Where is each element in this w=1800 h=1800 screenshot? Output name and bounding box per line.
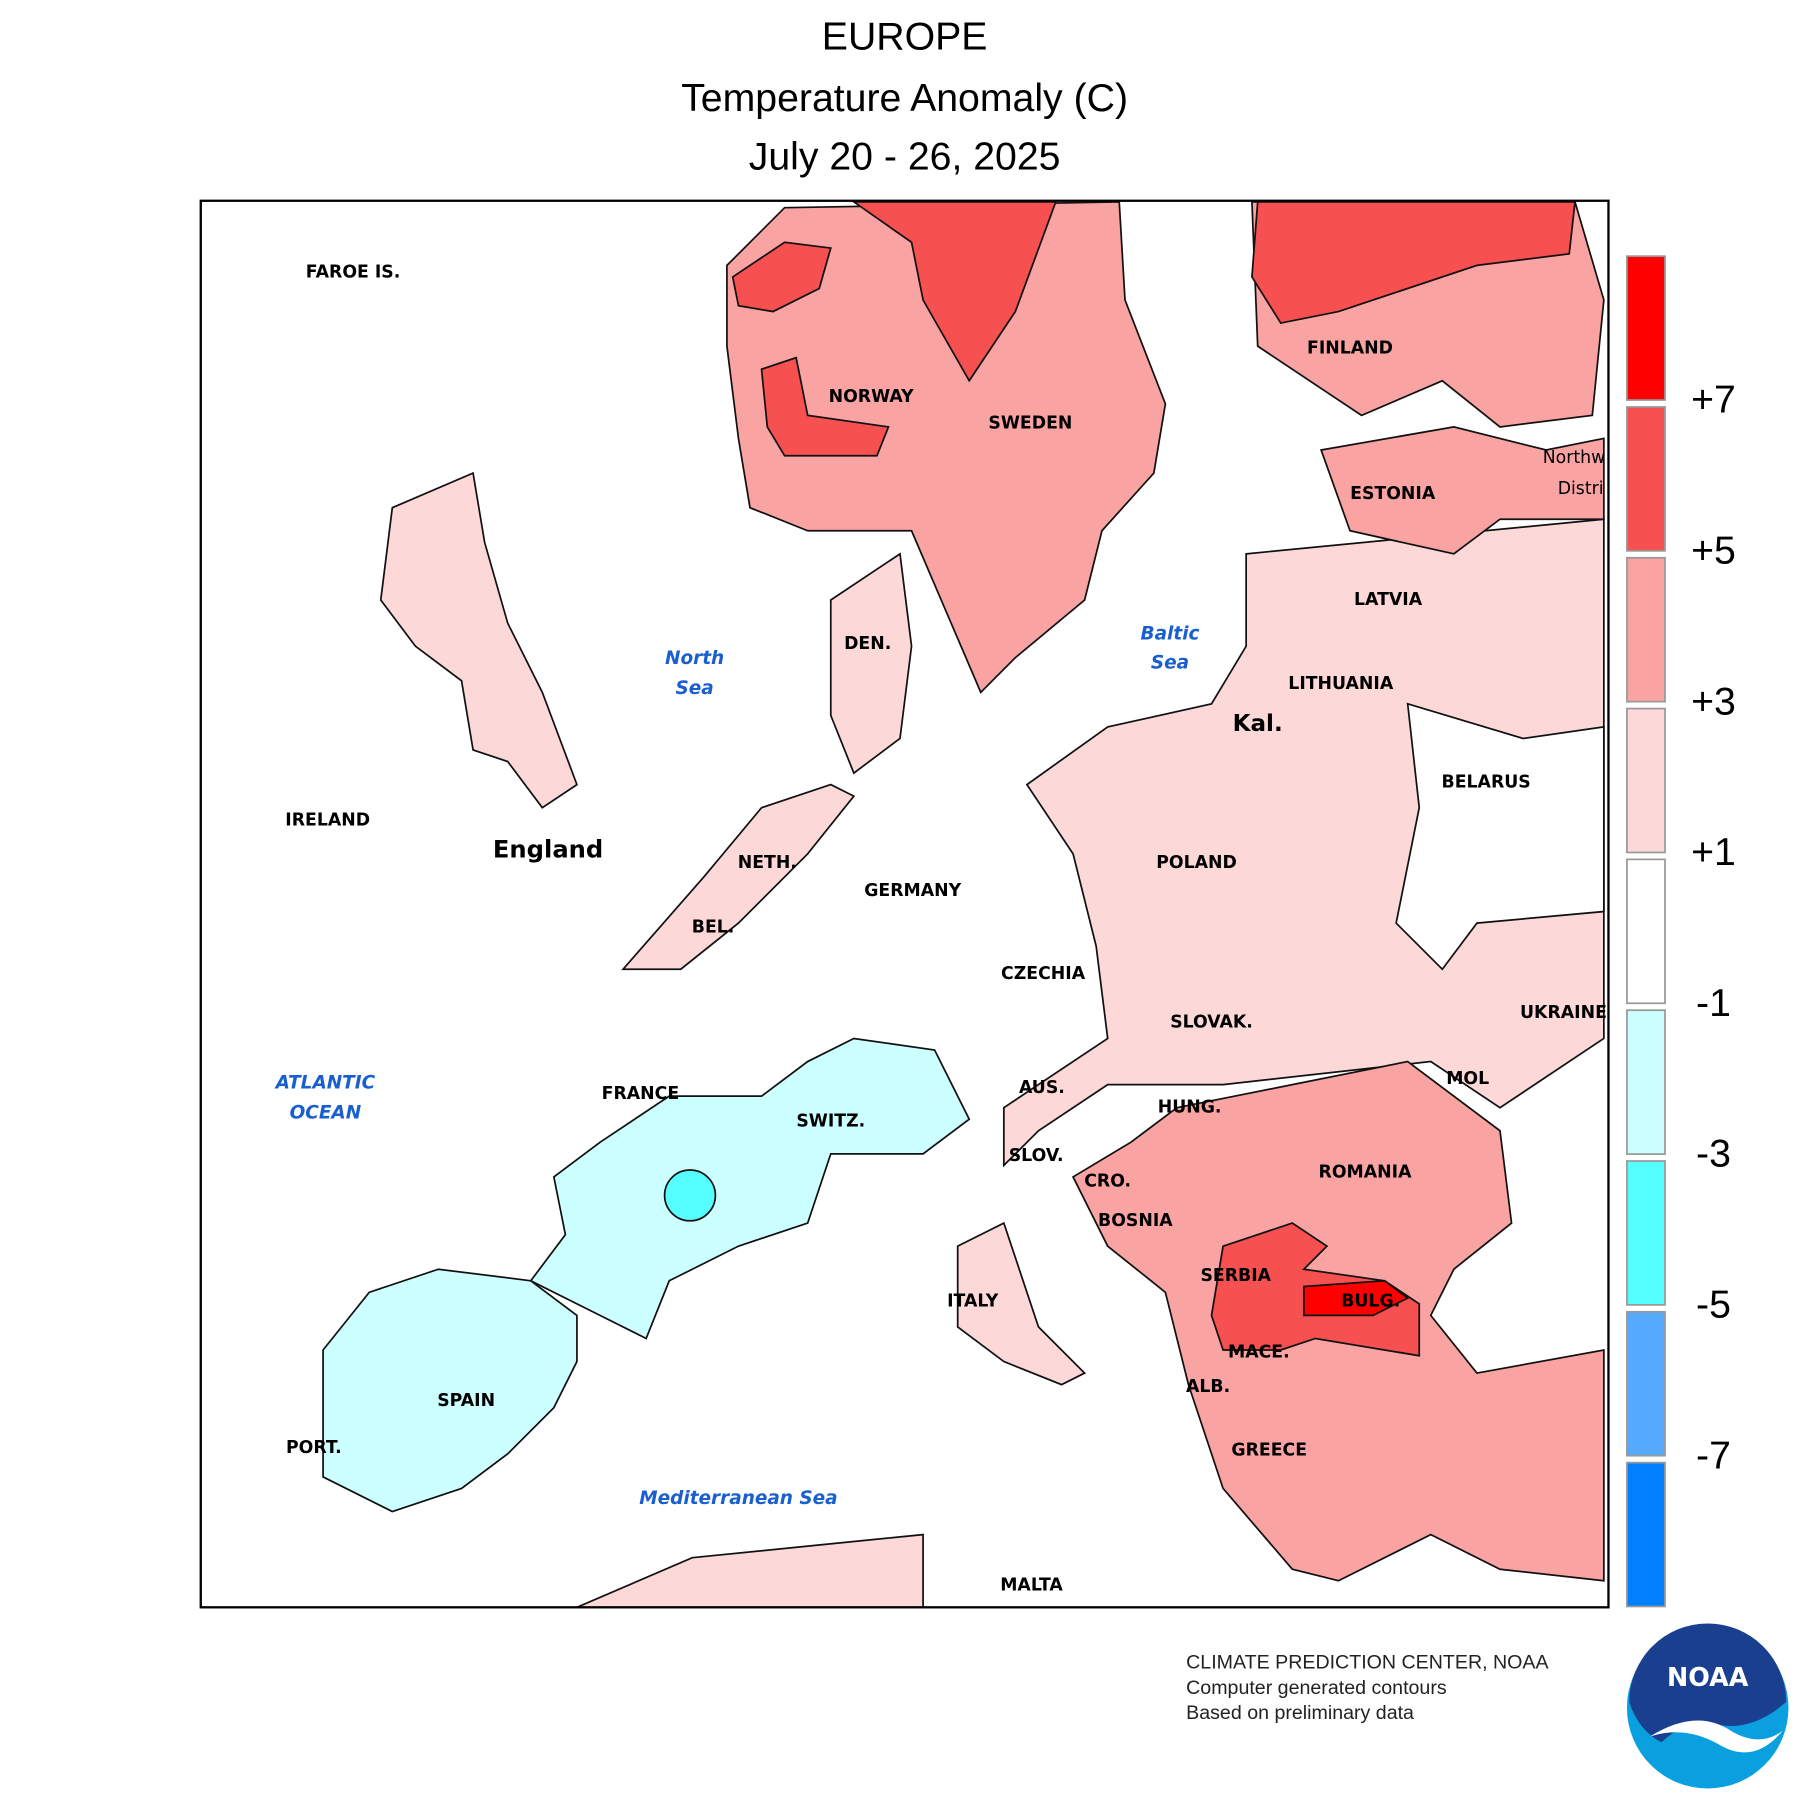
- country-label: UKRAINE: [1520, 1003, 1607, 1023]
- country-label: SWEDEN: [988, 413, 1072, 433]
- legend-swatch: [1626, 1160, 1666, 1306]
- legend-swatch: [1626, 556, 1666, 703]
- legend-tick: -5: [1696, 1283, 1731, 1327]
- legend: +7 +5 +3 +1 -1 -3 -5 -7: [1626, 255, 1736, 1608]
- legend-swatch: [1626, 255, 1666, 401]
- sea-label: Sea: [675, 678, 713, 699]
- dates: July 20 - 26, 2025: [749, 135, 1061, 179]
- country-label: MACE.: [1228, 1342, 1290, 1362]
- country-label: SPAIN: [437, 1391, 495, 1411]
- country-label: FINLAND: [1307, 338, 1393, 358]
- sea-label: Mediterranean Sea: [639, 1488, 837, 1509]
- region: EUROPE: [822, 15, 988, 59]
- country-label: England: [493, 835, 603, 863]
- map-frame: [199, 199, 1610, 1609]
- legend-tick: -3: [1696, 1132, 1731, 1176]
- legend-tick: +3: [1691, 679, 1736, 723]
- country-label: Kal.: [1233, 711, 1283, 737]
- country-label: LITHUANIA: [1288, 674, 1394, 694]
- legend-swatch: [1626, 1461, 1666, 1608]
- country-label: BELARUS: [1442, 772, 1531, 792]
- country-label: Distri: [1558, 479, 1604, 499]
- country-label: GERMANY: [864, 881, 961, 901]
- footer: CLIMATE PREDICTION CENTER, NOAA Computer…: [1186, 1651, 1549, 1724]
- sea-label: Sea: [1151, 652, 1189, 673]
- country-label: IRELAND: [285, 810, 370, 830]
- country-label: GREECE: [1231, 1440, 1307, 1460]
- country-label: AUS.: [1019, 1078, 1065, 1098]
- country-label: POLAND: [1156, 853, 1237, 873]
- country-labels: FAROE IS. NORWAY SWEDEN FINLAND ESTONIA …: [285, 262, 1607, 1595]
- footer-line: CLIMATE PREDICTION CENTER, NOAA: [1186, 1651, 1549, 1673]
- legend-tick: +7: [1691, 378, 1736, 422]
- country-label: LATVIA: [1354, 590, 1423, 610]
- country-label: NORWAY: [829, 387, 915, 407]
- country-label: Northw: [1543, 448, 1606, 468]
- sea-labels: North Sea Baltic Sea ATLANTIC OCEAN Medi…: [274, 624, 1200, 1509]
- sea-label: Baltic: [1141, 624, 1200, 645]
- legend-swatch: [1626, 1009, 1666, 1155]
- legend-swatch: [1626, 1310, 1666, 1457]
- footer-line: Computer generated contours: [1186, 1677, 1447, 1699]
- country-label: HUNG.: [1158, 1098, 1222, 1118]
- country-label: NETH.: [738, 853, 797, 873]
- legend-tick: +1: [1691, 830, 1736, 874]
- country-label: SERBIA: [1200, 1266, 1271, 1286]
- country-label: MOL: [1446, 1069, 1489, 1089]
- legend-swatch: [1626, 858, 1666, 1005]
- country-label: ITALY: [947, 1292, 999, 1312]
- legend-tick: +5: [1691, 529, 1736, 573]
- country-label: CZECHIA: [1001, 964, 1086, 984]
- country-label: FRANCE: [602, 1084, 680, 1104]
- country-label: BOSNIA: [1098, 1211, 1173, 1231]
- country-label: ESTONIA: [1350, 484, 1436, 504]
- country-label: ROMANIA: [1319, 1162, 1413, 1182]
- country-label: BULG.: [1341, 1292, 1400, 1312]
- country-label: BEL.: [692, 918, 735, 938]
- noaa-logo: NOAA: [1626, 1623, 1789, 1789]
- country-label: SWITZ.: [796, 1112, 865, 1132]
- country-label: FAROE IS.: [306, 262, 401, 282]
- legend-tick: -7: [1696, 1433, 1731, 1477]
- anomaly-shading: [322, 201, 1605, 1608]
- title: Temperature Anomaly (C): [681, 76, 1128, 120]
- country-label: DEN.: [844, 634, 891, 654]
- footer-line: Based on preliminary data: [1186, 1702, 1414, 1724]
- logo-text: NOAA: [1667, 1662, 1749, 1692]
- country-label: SLOVAK.: [1170, 1012, 1253, 1032]
- legend-tick: -1: [1696, 981, 1731, 1025]
- legend-swatch: [1626, 406, 1666, 552]
- country-label: PORT.: [286, 1438, 342, 1458]
- map: [200, 200, 1609, 1608]
- legend-swatch: [1626, 707, 1666, 854]
- country-label: MALTA: [1000, 1575, 1063, 1595]
- sea-label: OCEAN: [290, 1102, 362, 1123]
- logo-bird: [1650, 1720, 1783, 1753]
- country-label: ALB.: [1186, 1377, 1230, 1397]
- logo-top: [1629, 1623, 1787, 1743]
- country-label: CRO.: [1084, 1172, 1131, 1192]
- sea-label: ATLANTIC: [274, 1072, 376, 1093]
- sea-label: North: [665, 648, 724, 669]
- country-label: SLOV.: [1009, 1146, 1064, 1166]
